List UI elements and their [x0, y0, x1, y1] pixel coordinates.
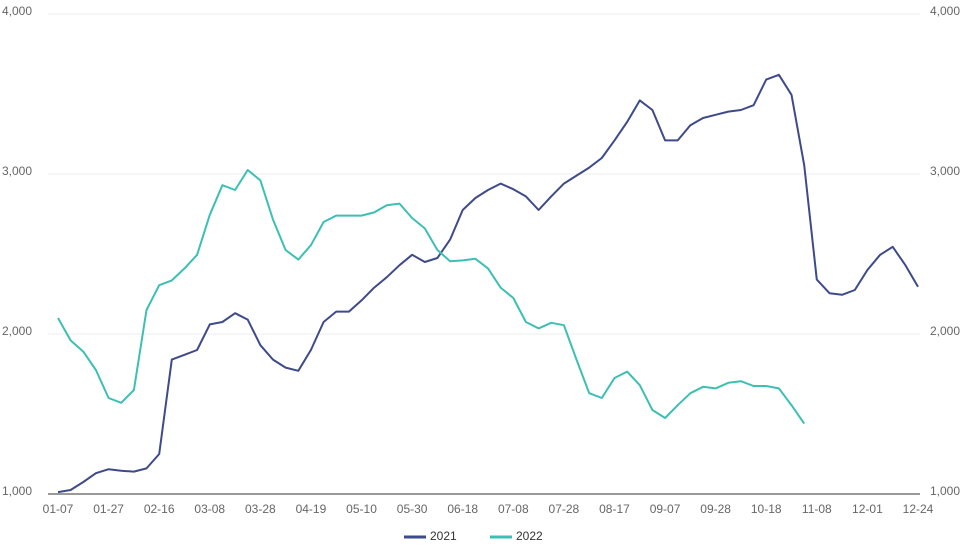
x-tick-label: 02-16: [144, 502, 175, 516]
x-tick-label: 12-01: [852, 502, 883, 516]
x-tick-label: 06-18: [447, 502, 478, 516]
legend-label: 2022: [516, 529, 543, 543]
legend-label: 2021: [430, 529, 457, 543]
y2-tick-label: 4,000: [930, 4, 960, 18]
x-tick-label: 03-28: [245, 502, 276, 516]
x-tick-label: 07-28: [549, 502, 580, 516]
line-series: [57, 73, 919, 494]
x-tick-label: 05-30: [397, 502, 428, 516]
y-tick-label: 2,000: [2, 324, 32, 338]
x-tick-label: 05-10: [346, 502, 377, 516]
x-tick-label: 11-08: [802, 502, 832, 516]
x-tick-label: 08-17: [599, 502, 630, 516]
x-tick-label: 01-27: [93, 502, 124, 516]
x-tick-label: 09-07: [650, 502, 681, 516]
y2-tick-label: 2,000: [930, 324, 960, 338]
y-tick-label: 4,000: [2, 4, 32, 18]
x-tick-label: 07-08: [498, 502, 529, 516]
x-tick-label: 03-08: [194, 502, 225, 516]
x-tick-label: 04-19: [296, 502, 327, 516]
line-series: [57, 169, 806, 425]
x-tick-label: 12-24: [903, 502, 934, 516]
y2-tick-label: 1,000: [930, 484, 960, 498]
y2-tick-label: 3,000: [930, 164, 960, 178]
x-tick-label: 01-07: [43, 502, 74, 516]
x-tick-label: 09-28: [700, 502, 731, 516]
y-tick-label: 1,000: [2, 484, 32, 498]
x-tick-label: 10-18: [751, 502, 782, 516]
y-tick-label: 3,000: [2, 164, 32, 178]
